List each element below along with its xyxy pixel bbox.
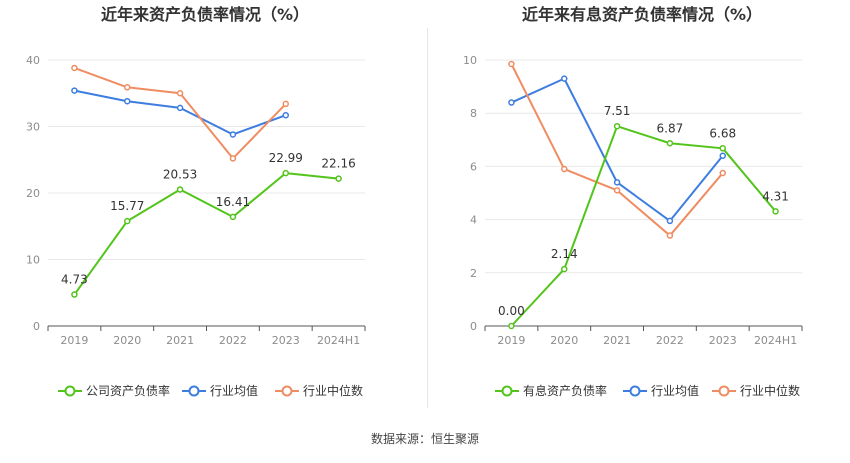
- x-tick-label: 2021: [166, 334, 194, 347]
- data-label: 16.41: [216, 195, 250, 209]
- data-label: 7.51: [604, 104, 631, 118]
- series-line-industry-mean: [74, 89, 287, 136]
- legend-marker: [501, 385, 513, 397]
- data-point-industry-median: [176, 90, 184, 97]
- x-tick-label: 2020: [113, 334, 141, 347]
- y-tick-label: 40: [26, 54, 40, 67]
- data-point-industry-mean: [176, 104, 184, 112]
- legend-item-industry-mean: 行业均值: [623, 383, 699, 398]
- y-tick-label: 30: [26, 121, 40, 134]
- data-point-industry-mean: [561, 75, 568, 82]
- data-point-industry-mean: [666, 217, 674, 225]
- data-label: 2.14: [551, 247, 578, 261]
- data-label: 22.16: [321, 157, 355, 171]
- data-point-industry-mean: [613, 179, 621, 186]
- legend-marker: [64, 385, 76, 397]
- chart-1: 近年来资产负债率情况（%） 0 10 20 30 40 2019 2020 2021 2022 20…: [26, 5, 366, 398]
- legend-marker: [281, 385, 293, 397]
- data-point-industry-median: [719, 169, 726, 177]
- data-source-note: 数据来源：恒生聚源: [370, 432, 479, 446]
- x-tick-label: 2023: [709, 334, 737, 347]
- legend-marker: [718, 385, 730, 397]
- data-point-industry-median: [613, 187, 621, 194]
- series-line-industry-mean: [511, 77, 724, 222]
- data-point-company: [508, 322, 515, 330]
- series-line-industry-median: [74, 67, 287, 160]
- data-label: 4.31: [762, 189, 789, 203]
- y-tick-label: 10: [463, 54, 477, 67]
- data-point-company: [719, 145, 726, 152]
- data-point-industry-mean: [71, 87, 78, 94]
- y-tick-label: 20: [26, 187, 40, 200]
- data-point-company: [613, 122, 621, 130]
- data-point-industry-median: [124, 84, 131, 91]
- legend-label: 行业均值: [210, 383, 258, 398]
- legend-item-industry-mean: 行业均值: [182, 383, 258, 398]
- series-line-company: [73, 172, 339, 296]
- data-point-industry-mean: [229, 131, 237, 138]
- data-point-industry-median: [71, 64, 78, 72]
- data-label: 4.73: [61, 273, 88, 287]
- x-tick-label: 2022: [219, 334, 247, 347]
- x-tick-label: 2019: [497, 334, 525, 347]
- data-point-company: [772, 208, 779, 215]
- panel-divider: [427, 28, 428, 408]
- data-point-company: [561, 265, 568, 273]
- data-point-industry-mean: [719, 152, 726, 160]
- x-tick-label: 2022: [656, 334, 684, 347]
- x-tick-label: 2024H1: [754, 334, 797, 347]
- data-point-company: [335, 175, 342, 182]
- y-tick-label: 8: [470, 107, 477, 120]
- data-point-industry-mean: [508, 99, 515, 106]
- y-tick-label: 0: [470, 320, 477, 333]
- data-point-industry-median: [666, 232, 674, 239]
- data-point-industry-mean: [124, 97, 131, 105]
- data-point-company: [176, 186, 184, 193]
- y-tick-label: 4: [470, 214, 477, 227]
- legend-label: 行业中位数: [740, 383, 800, 398]
- legend-item-company: 有息资产负债率: [495, 383, 607, 398]
- legend-item-company: 公司资产负债率: [58, 383, 170, 398]
- legend-label: 行业均值: [651, 383, 699, 398]
- y-tick-label: 6: [470, 160, 477, 173]
- data-point-company: [71, 291, 78, 298]
- data-point-company: [124, 217, 131, 225]
- data-point-industry-median: [508, 60, 515, 68]
- data-label: 15.77: [110, 199, 144, 213]
- legend-label: 行业中位数: [303, 383, 363, 398]
- data-label: 20.53: [163, 167, 197, 181]
- chart-2: 近年来有息资产负债率情况（%） 0 2 4 6 8 10 2019 2020 2021 2022 20…: [463, 5, 803, 398]
- legend-marker: [629, 385, 641, 397]
- chart-title: 近年来资产负债率情况（%）: [101, 5, 309, 24]
- y-tick-label: 0: [33, 320, 40, 333]
- data-point-company: [229, 213, 237, 221]
- legend-label: 公司资产负债率: [86, 383, 170, 398]
- data-point-industry-mean: [282, 111, 289, 119]
- legend-item-industry-median: 行业中位数: [712, 383, 800, 398]
- data-point-industry-median: [282, 100, 289, 108]
- data-point-company: [666, 140, 674, 147]
- data-point-industry-median: [229, 155, 237, 162]
- x-tick-label: 2021: [603, 334, 631, 347]
- x-tick-label: 2019: [60, 334, 88, 347]
- data-point-industry-median: [561, 165, 568, 173]
- series-line-industry-median: [510, 63, 724, 237]
- series-line-company: [510, 125, 777, 327]
- data-label: 6.68: [709, 126, 736, 140]
- y-tick-label: 2: [470, 267, 477, 280]
- data-point-company: [282, 169, 289, 177]
- legend-marker: [188, 385, 200, 397]
- legend-label: 有息资产负债率: [523, 383, 607, 398]
- legend-item-industry-median: 行业中位数: [275, 383, 363, 398]
- data-label: 6.87: [657, 121, 684, 135]
- data-label: 22.99: [269, 151, 303, 165]
- x-tick-label: 2023: [272, 334, 300, 347]
- y-tick-label: 10: [26, 254, 40, 267]
- x-tick-label: 2020: [550, 334, 578, 347]
- x-tick-label: 2024H1: [317, 334, 360, 347]
- data-label: 0.00: [498, 304, 525, 318]
- chart-title: 近年来有息资产负债率情况（%）: [522, 5, 762, 24]
